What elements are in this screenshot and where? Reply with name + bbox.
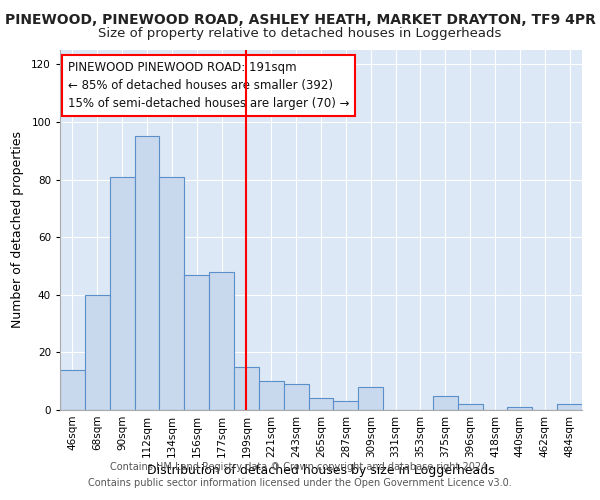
Bar <box>284 384 308 410</box>
Bar <box>557 404 582 410</box>
Bar <box>334 402 358 410</box>
Bar <box>160 176 184 410</box>
Y-axis label: Number of detached properties: Number of detached properties <box>11 132 24 328</box>
Bar <box>358 387 383 410</box>
Bar <box>110 176 134 410</box>
Text: Contains HM Land Registry data © Crown copyright and database right 2024.: Contains HM Land Registry data © Crown c… <box>110 462 490 472</box>
Bar <box>234 367 259 410</box>
Bar <box>85 295 110 410</box>
Text: Contains public sector information licensed under the Open Government Licence v3: Contains public sector information licen… <box>88 478 512 488</box>
Bar <box>433 396 458 410</box>
Text: Size of property relative to detached houses in Loggerheads: Size of property relative to detached ho… <box>98 28 502 40</box>
Bar <box>259 381 284 410</box>
Text: PINEWOOD, PINEWOOD ROAD, ASHLEY HEATH, MARKET DRAYTON, TF9 4PR: PINEWOOD, PINEWOOD ROAD, ASHLEY HEATH, M… <box>5 12 595 26</box>
Bar <box>308 398 334 410</box>
Bar <box>184 274 209 410</box>
Text: PINEWOOD PINEWOOD ROAD: 191sqm
← 85% of detached houses are smaller (392)
15% of: PINEWOOD PINEWOOD ROAD: 191sqm ← 85% of … <box>68 61 349 110</box>
X-axis label: Distribution of detached houses by size in Loggerheads: Distribution of detached houses by size … <box>147 464 495 477</box>
Bar <box>458 404 482 410</box>
Bar <box>60 370 85 410</box>
Bar <box>209 272 234 410</box>
Bar <box>134 136 160 410</box>
Bar <box>508 407 532 410</box>
